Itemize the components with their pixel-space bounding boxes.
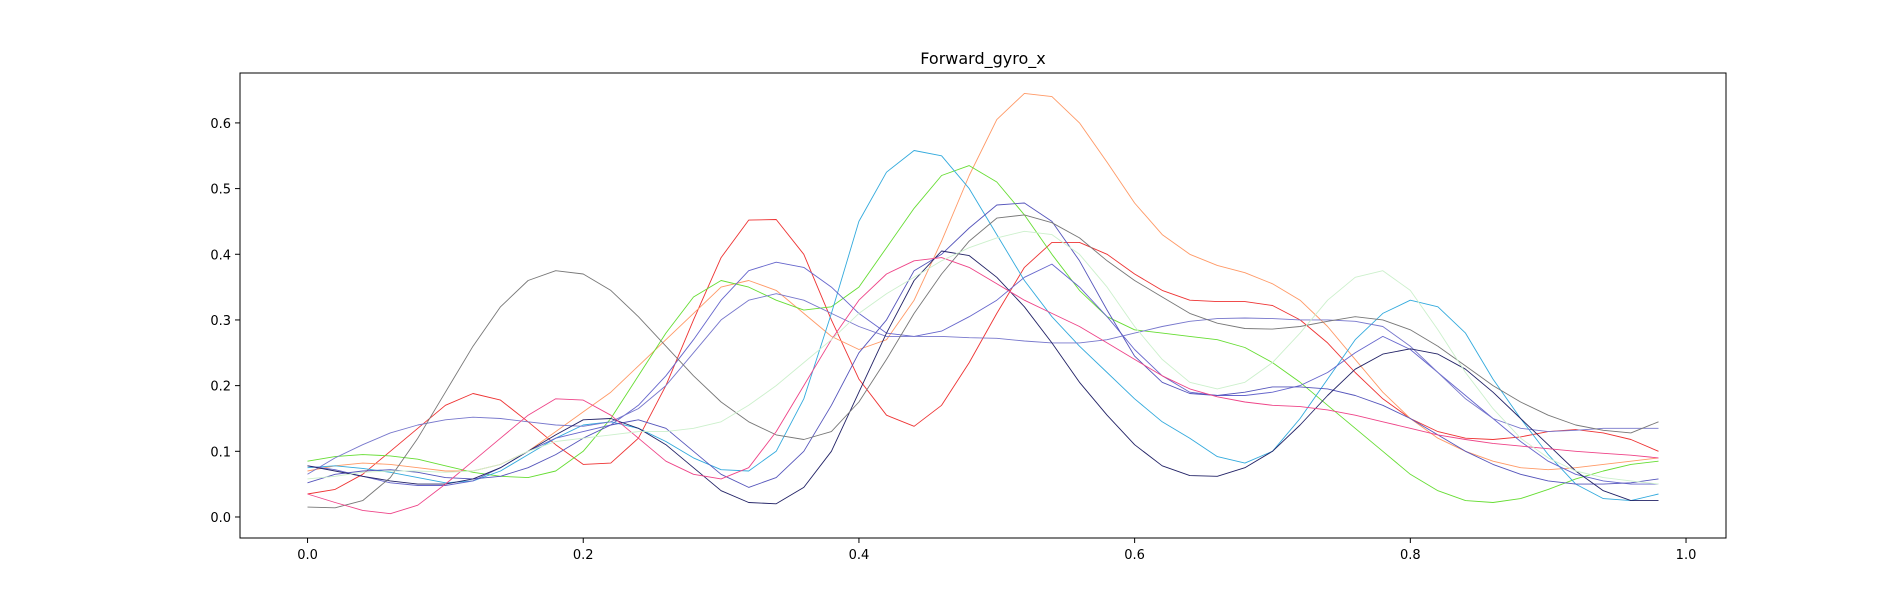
x-tick-label: 0.6 bbox=[1124, 548, 1145, 563]
x-tick-label: 0.2 bbox=[573, 548, 594, 563]
series-line-5 bbox=[307, 261, 1659, 486]
series-layer bbox=[307, 92, 1659, 515]
y-tick-label: 0.6 bbox=[210, 117, 231, 132]
y-tick-label: 0.2 bbox=[210, 380, 231, 395]
plot-area-frame bbox=[239, 72, 1727, 539]
series-line-11 bbox=[307, 230, 1659, 485]
y-tick-label: 0.0 bbox=[210, 511, 231, 526]
series-line-9 bbox=[307, 214, 1659, 509]
x-tick-label: 1.0 bbox=[1676, 548, 1697, 563]
y-axis: 0.0 0.1 0.2 0.3 0.4 0.5 0.6 bbox=[210, 117, 240, 526]
y-tick-label: 0.5 bbox=[210, 183, 231, 198]
series-line-2 bbox=[307, 92, 1659, 472]
x-tick-label: 0.0 bbox=[297, 548, 318, 563]
x-tick-label: 0.8 bbox=[1400, 548, 1421, 563]
series-line-7 bbox=[307, 293, 1659, 475]
y-tick-label: 0.3 bbox=[210, 314, 231, 329]
series-line-10 bbox=[307, 257, 1659, 515]
series-line-8 bbox=[307, 250, 1659, 505]
chart-title: Forward_gyro_x bbox=[920, 49, 1045, 69]
y-tick-label: 0.4 bbox=[210, 248, 231, 263]
series-line-6 bbox=[307, 202, 1659, 488]
series-line-4 bbox=[307, 150, 1659, 502]
y-tick-label: 0.1 bbox=[210, 445, 231, 460]
x-axis: 0.0 0.2 0.4 0.6 0.8 1.0 bbox=[297, 538, 1696, 563]
x-tick-label: 0.4 bbox=[849, 548, 870, 563]
series-line-3 bbox=[307, 165, 1659, 503]
